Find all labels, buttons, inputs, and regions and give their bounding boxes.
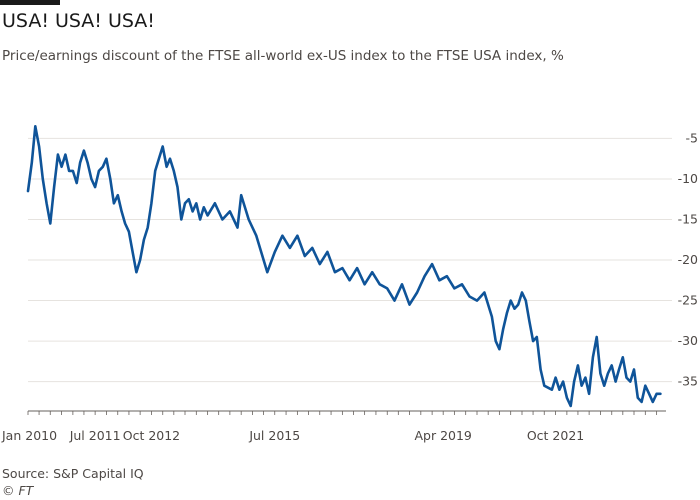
x-tick-label: Jan 2010 <box>1 428 57 443</box>
plot-area <box>26 125 662 408</box>
y-tick-label: -5 <box>686 130 698 145</box>
chart-title: USA! USA! USA! <box>2 10 155 32</box>
x-tick-label: Jul 2015 <box>248 428 300 443</box>
line-chart: -5-10-15-20-25-30-35 Jan 2010 Jul 2011 Oct… <box>1 125 698 443</box>
grid-lines <box>28 137 672 383</box>
accent-bar <box>0 0 60 5</box>
y-tick-label: -15 <box>678 211 698 226</box>
series-line <box>26 125 662 408</box>
copyright-note: © FT <box>2 483 34 498</box>
x-axis: Jan 2010 Jul 2011 Oct 2012 Jul 2015 Apr 2019… <box>1 410 666 443</box>
source-note: Source: S&P Capital IQ <box>2 466 144 481</box>
x-tick-label: Oct 2021 <box>527 428 584 443</box>
y-tick-label: -25 <box>678 293 698 308</box>
x-tick-label: Oct 2012 <box>123 428 180 443</box>
y-axis: -5 -10 -15 -20 -25 -30 -35 <box>678 130 698 388</box>
chart-subtitle: Price/earnings discount of the FTSE all-… <box>2 48 564 64</box>
y-tick-label: -20 <box>678 252 698 267</box>
x-tick-label: Apr 2019 <box>414 428 471 443</box>
y-tick-label: -30 <box>678 333 698 348</box>
y-tick-label: -35 <box>678 374 698 389</box>
y-tick-label: -10 <box>678 171 698 186</box>
x-tick-label: Jul 2011 <box>69 428 121 443</box>
